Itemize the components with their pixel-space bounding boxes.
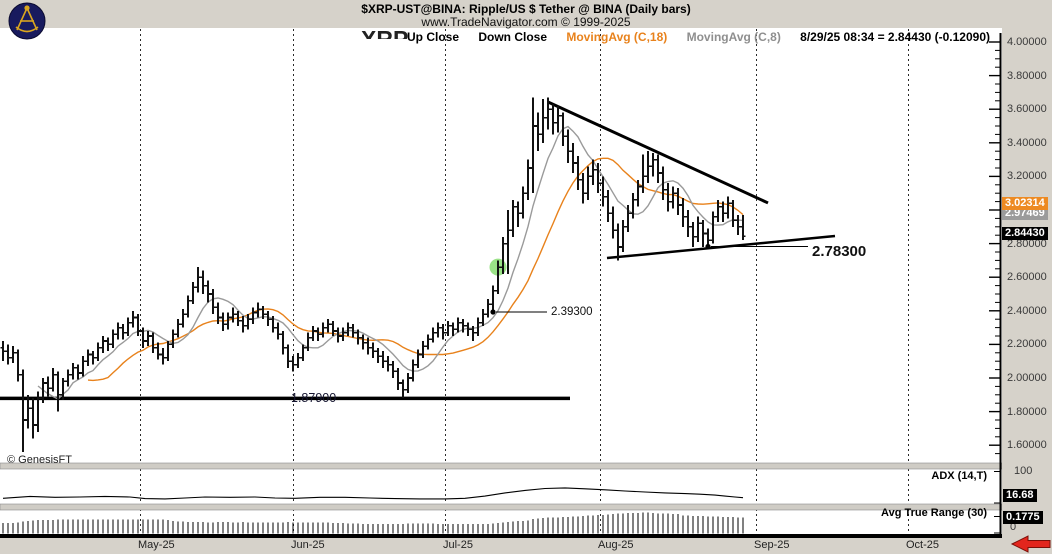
legend-quote-readout: 8/29/25 08:34 = 2.84430 (-0.12090) [800, 30, 990, 44]
y-axis-tick-label: 2.60000 [1007, 271, 1047, 284]
y-axis-tick-label: 3.20000 [1007, 170, 1047, 183]
x-axis-month-label: Aug-25 [598, 539, 634, 551]
x-axis-month-label: Sep-25 [754, 539, 790, 551]
adx-panel-label: ADX (14,T) [931, 470, 987, 482]
legend-up-close[interactable]: Up Close [406, 30, 459, 44]
chart-title: $XRP-UST@BINA: Ripple/US $ Tether @ BINA… [361, 2, 691, 16]
scroll-left-arrow-icon[interactable] [1010, 535, 1052, 554]
x-axis-month-label: Oct-25 [906, 539, 940, 551]
x-axis-month-label: May-25 [138, 539, 175, 551]
price-axis-gutter [1002, 28, 1052, 554]
indicator-axis-value: 0.1775 [1003, 511, 1043, 524]
y-axis-tick-label: 1.60000 [1007, 439, 1047, 452]
y-axis-tick-label: 2.20000 [1007, 338, 1047, 351]
genesis-scales-logo-icon [8, 2, 46, 40]
y-axis-tick-label: 3.80000 [1007, 69, 1047, 82]
y-axis-tick-label: 3.60000 [1007, 103, 1047, 116]
indicator-axis-value: 100 [1014, 465, 1033, 477]
x-axis-month-label: Jun-25 [291, 539, 325, 551]
legend-down-close[interactable]: Down Close [478, 30, 548, 44]
legend-movingavg-18[interactable]: MovingAvg (C,18) [566, 30, 668, 44]
price-chip: 3.02314 [1002, 197, 1048, 210]
chart-canvas [0, 29, 1002, 538]
price-chip: 2.97469 [1002, 207, 1048, 220]
annotation-support-price: 2.78300 [812, 243, 867, 260]
chart-subtitle: www.TradeNavigator.com © 1999-2025 [421, 15, 631, 29]
y-axis-tick-label: 4.00000 [1007, 36, 1047, 48]
date-axis-strip [0, 538, 1002, 554]
price-chip: 2.84430 [1002, 227, 1048, 240]
header-strip [0, 0, 1052, 28]
y-axis-tick-label: 1.80000 [1007, 405, 1047, 418]
y-axis-tick-label: 2.80000 [1007, 237, 1047, 250]
y-axis-tick-label: 2.40000 [1007, 304, 1047, 317]
atr-panel-label: Avg True Range (30) [881, 507, 987, 519]
genesisft-copyright: © GenesisFT [7, 454, 72, 466]
indicator-axis-value: 0 [1010, 521, 1017, 533]
annotation-floor-price: 1.87900 [291, 391, 337, 405]
x-axis-month-label: Jul-25 [443, 539, 473, 551]
indicator-axis-value: 16.68 [1003, 489, 1037, 502]
legend-movingavg-8[interactable]: MovingAvg (C,8) [686, 30, 781, 44]
y-axis-tick-label: 3.40000 [1007, 136, 1047, 149]
chart-legend: Up Close Down Close MovingAvg (C,18) Mov… [0, 30, 990, 44]
y-axis-tick-label: 2.00000 [1007, 372, 1047, 384]
symbol-watermark: XRP [361, 28, 421, 39]
annotation-low-price: 2.39300 [551, 306, 593, 318]
